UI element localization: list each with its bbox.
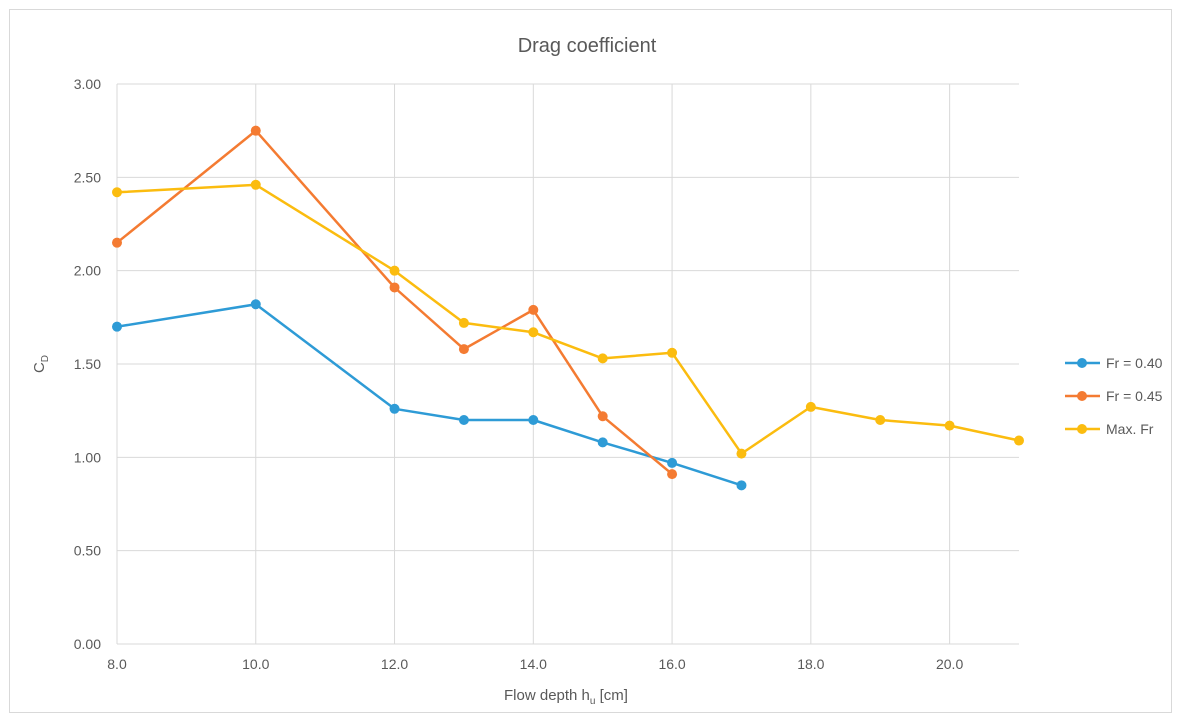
chart-frame xyxy=(9,9,1172,713)
legend-marker xyxy=(1077,358,1087,368)
series-1 xyxy=(112,299,747,491)
x-tick-label: 18.0 xyxy=(797,656,824,672)
series-2 xyxy=(112,125,678,480)
legend-marker xyxy=(1077,391,1087,401)
data-point xyxy=(667,457,678,468)
legend-label: Fr = 0.45 xyxy=(1106,388,1163,404)
series-3 xyxy=(112,179,1024,459)
chart-title: Drag coefficient xyxy=(518,35,657,57)
data-point xyxy=(1014,435,1024,446)
data-point xyxy=(458,317,469,328)
x-axis-label-main: Flow depth h xyxy=(504,687,590,704)
data-point xyxy=(112,187,122,198)
x-tick-label: 16.0 xyxy=(658,656,685,672)
data-point xyxy=(528,327,539,338)
data-point xyxy=(875,415,886,425)
y-tick-label: 0.50 xyxy=(74,543,101,559)
legend-marker xyxy=(1077,424,1087,434)
y-tick-labels: 0.00 0.50 1.00 1.50 2.00 2.50 3.00 xyxy=(74,76,101,652)
y-tick-label: 2.50 xyxy=(74,169,101,185)
data-point xyxy=(597,437,608,448)
data-point xyxy=(805,401,816,412)
data-point xyxy=(667,469,678,480)
x-tick-labels: 8.0 10.0 12.0 14.0 16.0 18.0 20.0 xyxy=(107,656,963,672)
data-point xyxy=(736,448,747,459)
y-axis-label-subscript: D xyxy=(40,355,51,362)
y-axis-label-main: C xyxy=(31,362,48,373)
y-tick-label: 3.00 xyxy=(74,76,101,92)
data-point xyxy=(458,344,469,355)
x-tick-label: 20.0 xyxy=(936,656,963,672)
series-line xyxy=(116,303,742,487)
series-line xyxy=(116,183,1020,455)
x-axis-label-subscript: u xyxy=(590,696,596,707)
data-point xyxy=(389,265,400,276)
data-point xyxy=(736,480,747,491)
legend-item: Fr = 0.45 xyxy=(1065,388,1163,404)
data-point xyxy=(389,403,400,414)
data-point xyxy=(597,353,608,364)
legend-label: Max. Fr xyxy=(1106,421,1154,437)
grid-layer xyxy=(116,83,1019,645)
data-point xyxy=(389,282,400,293)
legend-item: Max. Fr xyxy=(1065,421,1154,437)
y-tick-label: 1.50 xyxy=(74,356,101,372)
data-point xyxy=(528,415,539,425)
y-axis-label: CD xyxy=(31,355,51,373)
data-point xyxy=(597,411,608,422)
x-tick-label: 8.0 xyxy=(107,656,127,672)
legend-label: Fr = 0.40 xyxy=(1106,355,1163,371)
data-point xyxy=(112,321,122,332)
data-point xyxy=(944,420,955,431)
legend-item: Fr = 0.40 xyxy=(1065,355,1163,371)
legend: Fr = 0.40 Fr = 0.45 Max. Fr xyxy=(1065,355,1163,437)
data-point xyxy=(250,299,261,310)
y-tick-label: 1.00 xyxy=(74,449,101,465)
data-point xyxy=(112,237,122,248)
data-point xyxy=(250,125,261,136)
x-tick-label: 14.0 xyxy=(520,656,547,672)
x-axis-label-suffix: [cm] xyxy=(595,687,628,704)
data-point xyxy=(528,304,539,315)
y-tick-label: 0.00 xyxy=(74,636,101,652)
data-point xyxy=(458,415,469,425)
series-layer xyxy=(112,125,1024,491)
y-tick-label: 2.00 xyxy=(74,263,101,279)
x-tick-label: 12.0 xyxy=(381,656,408,672)
x-tick-label: 10.0 xyxy=(242,656,269,672)
data-point xyxy=(250,179,261,190)
data-point xyxy=(667,347,678,358)
x-axis-label: Flow depth hu [cm] xyxy=(504,687,628,707)
